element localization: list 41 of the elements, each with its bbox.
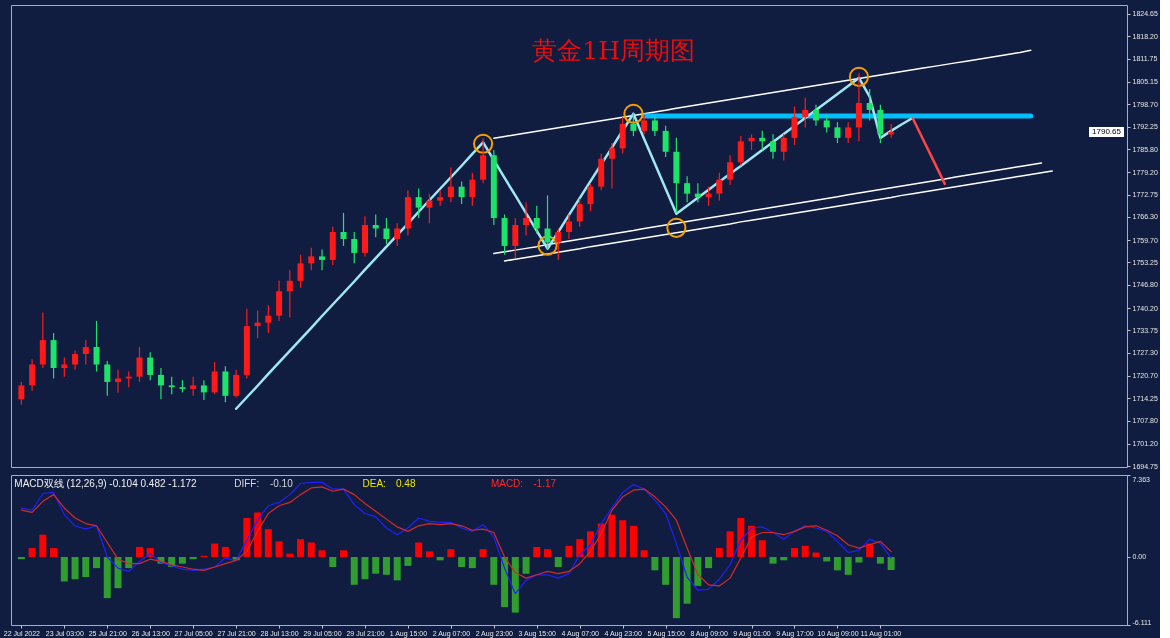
- candlestick: [29, 358, 36, 392]
- candlestick: [93, 320, 100, 373]
- candlestick: [190, 376, 197, 397]
- candlestick: [426, 193, 433, 224]
- annotation: DEA:: [362, 478, 386, 489]
- annotation: DIFF:: [234, 478, 260, 489]
- candlestick: [115, 369, 122, 393]
- candlestick: [523, 201, 530, 237]
- candlestick: [394, 222, 401, 247]
- candlestick: [447, 166, 454, 203]
- candlestick: [512, 217, 519, 259]
- annotation: -0.10: [269, 478, 294, 489]
- candlestick: [286, 269, 293, 319]
- candlestick: [157, 367, 164, 400]
- candlestick: [308, 247, 315, 271]
- candlestick: [200, 379, 207, 401]
- candlestick: [136, 346, 143, 383]
- candlestick: [458, 180, 465, 205]
- candlestick: [340, 212, 347, 247]
- candlestick: [415, 187, 422, 219]
- point: [473, 133, 494, 154]
- candlestick: [18, 381, 25, 406]
- candlestick: [469, 172, 476, 207]
- annotation: -1.17: [533, 478, 557, 489]
- candlestick: [297, 254, 304, 289]
- candlestick: [437, 189, 444, 207]
- candlestick: [82, 339, 89, 366]
- candlestick: [233, 369, 240, 399]
- candlestick: [61, 356, 68, 378]
- candlestick: [265, 304, 272, 334]
- candlestick: [147, 351, 154, 381]
- candlestick: [351, 231, 358, 264]
- candlestick: [319, 248, 326, 271]
- annotation: MACD:: [490, 478, 524, 489]
- annotation: 0.48: [396, 478, 416, 489]
- candlestick: [383, 217, 390, 245]
- candlestick: [372, 213, 379, 238]
- candlestick: [72, 349, 79, 371]
- chart-title: MACD双线 (12,26,9) -0.104 0.482 -1.172: [14, 478, 198, 489]
- candlestick: [211, 361, 218, 395]
- candlestick: [104, 360, 111, 397]
